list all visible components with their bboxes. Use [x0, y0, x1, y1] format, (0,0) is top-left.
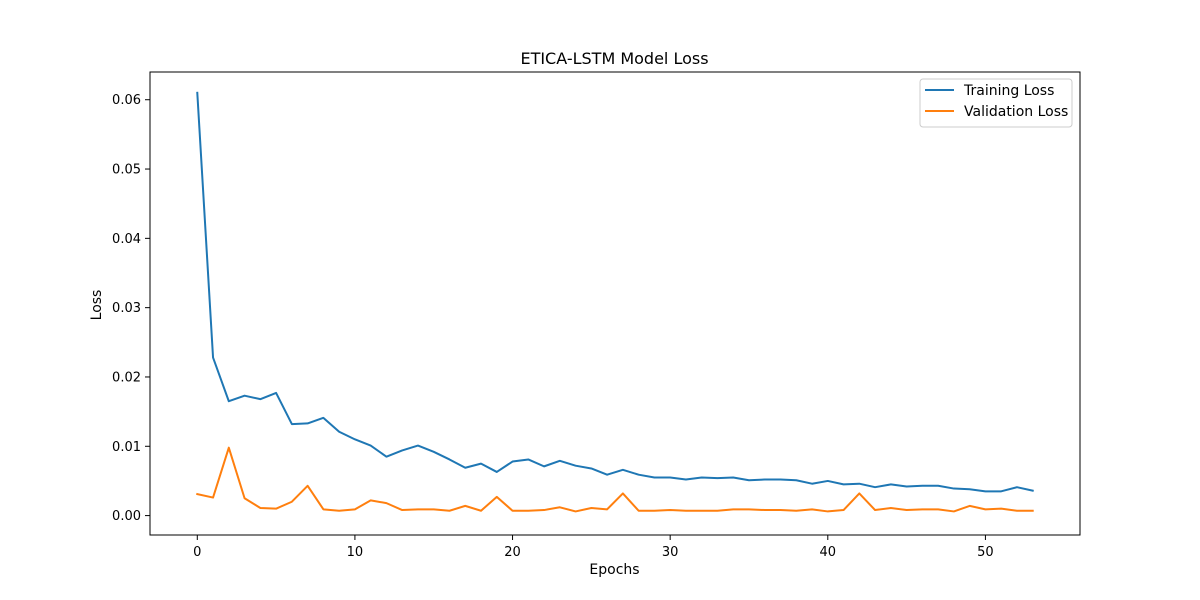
series-lines	[196, 91, 1034, 513]
y-tick-label: 0.01	[112, 440, 141, 455]
legend-box	[919, 78, 1073, 128]
x-tick-label: 0	[193, 545, 201, 560]
y-tick-label: 0.02	[112, 370, 141, 385]
plot-area-frame	[149, 71, 1081, 536]
x-tick-label: 50	[977, 545, 994, 560]
y-tick-label: 0.05	[112, 163, 141, 178]
x-axis-label: Epochs	[589, 562, 639, 578]
chart-legend: Training Loss Validation Loss	[919, 78, 1073, 128]
series-line-validation-loss	[196, 446, 1034, 513]
y-tick-label: 0.03	[112, 301, 141, 316]
series-line-training-loss	[196, 91, 1034, 493]
y-axis-ticks: 0.00 0.01 0.02 0.03 0.04 0.05 0.06	[112, 93, 150, 524]
x-tick-label: 40	[820, 545, 837, 560]
y-tick-label: 0.06	[112, 93, 141, 108]
x-axis-ticks: 0 10 20 30 40 50	[193, 535, 994, 560]
x-tick-label: 10	[347, 545, 364, 560]
y-tick-label: 0.00	[112, 509, 141, 524]
legend-label-validation-loss: Validation Loss	[964, 104, 1068, 120]
x-tick-label: 20	[504, 545, 521, 560]
y-tick-label: 0.04	[112, 232, 141, 247]
y-axis-label: Loss	[89, 290, 105, 321]
chart-title: ETICA-LSTM Model Loss	[520, 49, 708, 68]
x-tick-label: 30	[662, 545, 679, 560]
legend-label-training-loss: Training Loss	[963, 83, 1054, 99]
